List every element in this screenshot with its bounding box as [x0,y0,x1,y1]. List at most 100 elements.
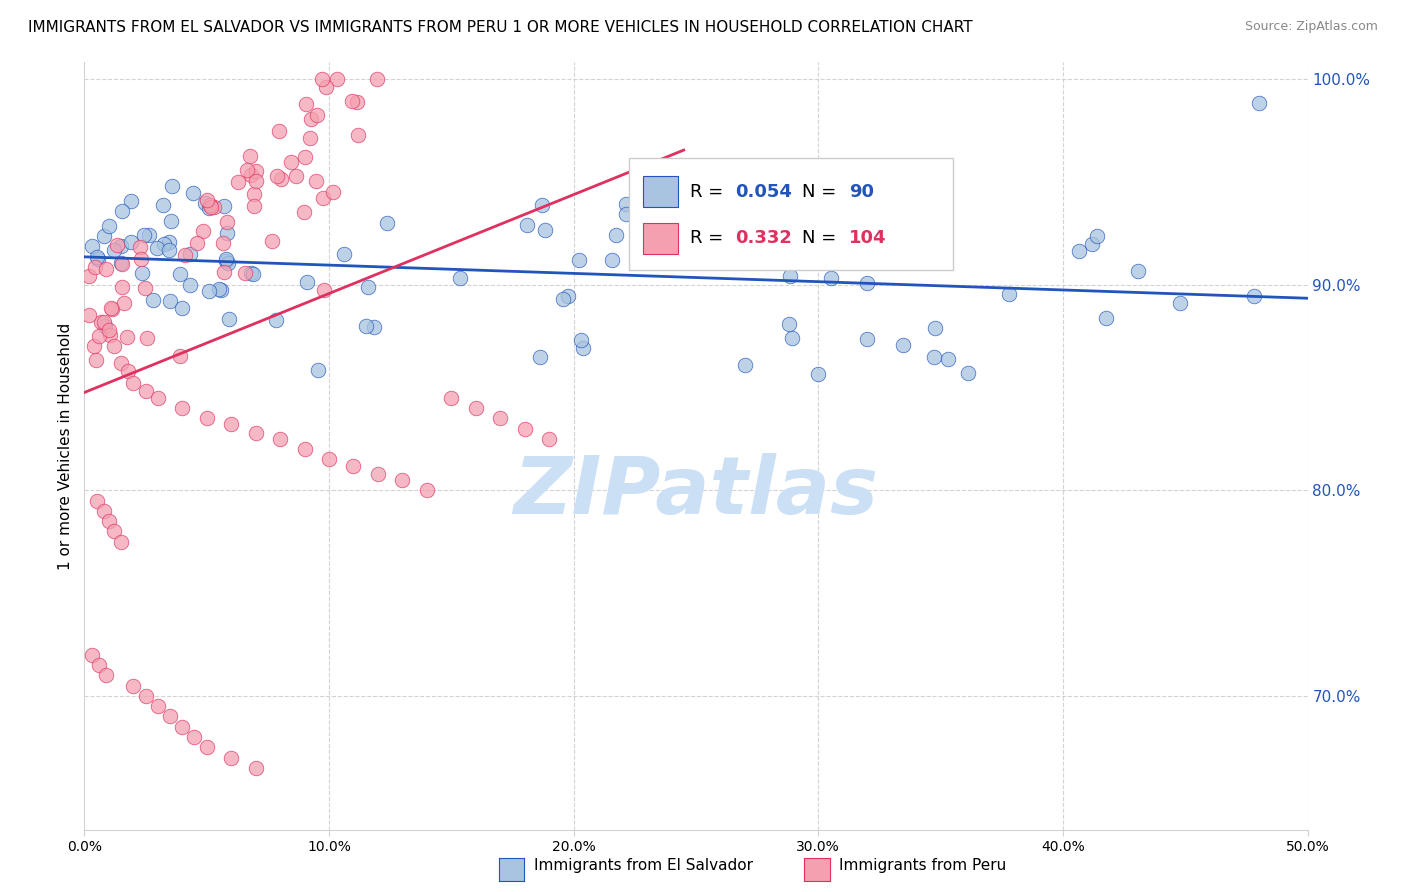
Point [100,301,122,315]
Point [416,483,439,498]
Point [239,149,262,163]
Point [212,199,235,213]
Text: R =: R = [690,229,728,247]
Point [305,174,328,188]
Point [218,312,240,326]
Point [112,295,135,310]
Point [1243,289,1265,303]
Point [93,229,115,244]
Text: ZIPatlas: ZIPatlas [513,453,879,531]
Point [172,720,194,734]
Point [529,350,551,364]
Point [778,318,800,332]
Point [152,198,174,212]
Point [464,401,486,415]
Point [110,239,132,253]
Point [219,417,242,432]
Point [571,341,593,355]
Point [87,658,110,673]
Point [1126,263,1149,277]
Point [129,252,152,267]
Point [172,401,194,415]
Point [307,363,329,377]
Point [311,71,333,86]
Point [197,201,219,215]
Point [342,458,364,473]
Point [318,452,340,467]
Text: R =: R = [690,183,728,201]
Point [215,253,238,268]
Point [315,80,337,95]
Point [322,185,344,199]
Point [110,534,132,549]
Point [111,280,134,294]
Point [516,219,538,233]
Point [1094,311,1116,326]
Point [186,236,208,251]
Point [80,239,103,253]
Point [135,384,157,399]
Point [115,330,138,344]
Point [134,281,156,295]
Point [183,730,205,744]
Point [103,339,125,353]
Point [936,352,959,367]
Point [782,331,804,345]
Y-axis label: 1 or more Vehicles in Household: 1 or more Vehicles in Household [58,322,73,570]
Point [821,209,844,223]
Point [96,261,118,276]
Point [294,96,316,111]
Point [128,240,150,254]
Point [1085,228,1108,243]
Point [924,321,946,335]
Point [174,248,197,262]
Point [217,256,239,270]
Point [103,244,125,258]
Point [294,151,316,165]
Point [93,315,115,329]
Point [146,391,169,405]
Point [557,289,579,303]
Point [159,709,181,723]
Point [1168,295,1191,310]
FancyBboxPatch shape [644,177,678,207]
Point [924,350,946,364]
Point [90,315,112,329]
Point [245,425,267,440]
Point [489,411,512,425]
Point [307,108,329,122]
Point [569,334,592,348]
Point [855,276,877,290]
Point [312,191,335,205]
Point [605,227,627,242]
Point [117,364,139,378]
Point [1081,237,1104,252]
Point [347,128,370,142]
Point [340,95,363,109]
Point [142,293,165,307]
Point [169,268,191,282]
Point [240,267,263,281]
Point [363,319,385,334]
Point [202,200,225,214]
Point [779,268,801,283]
Point [100,302,122,317]
Point [333,247,356,261]
Point [284,169,307,184]
Point [111,257,134,271]
Point [240,168,263,182]
Point [191,224,214,238]
Point [391,473,413,487]
Point [195,194,218,208]
Point [280,155,302,169]
Text: 0.054: 0.054 [735,183,792,201]
Point [87,329,110,343]
Text: N =: N = [803,183,842,201]
Point [375,216,398,230]
Point [152,236,174,251]
Point [534,223,557,237]
Point [956,366,979,380]
Point [614,207,637,221]
Point [110,256,132,270]
Point [80,648,103,662]
